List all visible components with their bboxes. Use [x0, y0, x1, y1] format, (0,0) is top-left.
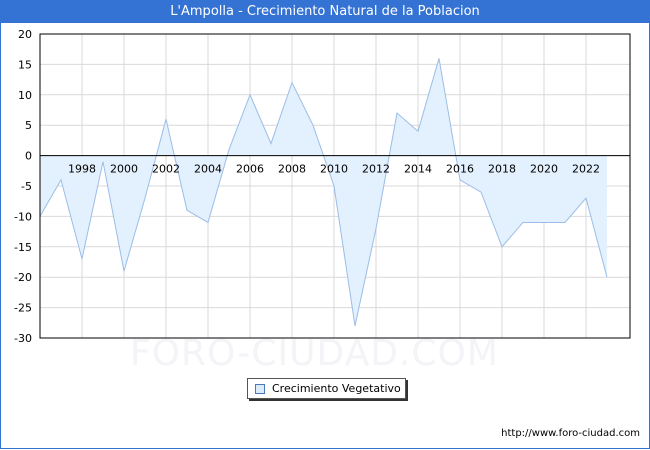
svg-text:-10: -10 — [14, 210, 32, 223]
svg-text:2002: 2002 — [152, 163, 180, 176]
svg-text:2010: 2010 — [320, 163, 348, 176]
legend: Crecimiento Vegetativo — [247, 378, 406, 399]
x-axis-labels: 1998 2000 2002 2004 2006 2008 2010 2012 2014 2016… — [68, 163, 600, 176]
chart-title: L'Ampolla - Crecimiento Natural de la Po… — [0, 0, 650, 23]
svg-text:2000: 2000 — [110, 163, 138, 176]
data-area — [39, 58, 608, 326]
y-axis-labels: 20 15 10 5 0 -5 -10 -15 -20 -25 -30 — [14, 28, 32, 345]
svg-text:10: 10 — [18, 89, 32, 102]
svg-text:2006: 2006 — [236, 163, 264, 176]
svg-text:-30: -30 — [14, 332, 32, 345]
svg-text:2016: 2016 — [446, 163, 474, 176]
svg-text:2018: 2018 — [488, 163, 516, 176]
svg-text:2022: 2022 — [572, 163, 600, 176]
svg-text:2012: 2012 — [362, 163, 390, 176]
svg-text:1998: 1998 — [68, 163, 96, 176]
legend-swatch-icon — [255, 384, 265, 394]
svg-text:15: 15 — [18, 58, 32, 71]
svg-text:0: 0 — [25, 150, 32, 163]
source-url: http://www.foro-ciudad.com — [501, 428, 640, 439]
svg-text:-20: -20 — [14, 271, 32, 284]
legend-label: Crecimiento Vegetativo — [272, 382, 401, 395]
watermark: FORO-CIUDAD.COM — [130, 333, 499, 374]
svg-text:-5: -5 — [21, 180, 32, 193]
svg-text:20: 20 — [18, 28, 32, 41]
svg-text:2020: 2020 — [530, 163, 558, 176]
svg-text:2008: 2008 — [278, 163, 306, 176]
svg-text:5: 5 — [25, 119, 32, 132]
svg-text:-25: -25 — [14, 302, 32, 315]
svg-text:2014: 2014 — [404, 163, 432, 176]
axes — [39, 33, 631, 339]
svg-text:-15: -15 — [14, 241, 32, 254]
svg-text:2004: 2004 — [194, 163, 222, 176]
